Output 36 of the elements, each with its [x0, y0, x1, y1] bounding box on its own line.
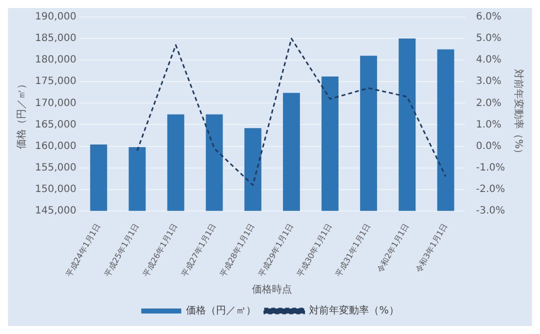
x-tick-label: 令和2年1月1日 [375, 222, 411, 274]
x-tick-label: 平成24年1月1日 [64, 222, 102, 279]
y-axis-title: 価格（円／㎡） [16, 78, 28, 149]
y2-tick-label: -1.0% [476, 162, 505, 174]
y2-tick-label: -2.0% [476, 184, 505, 195]
y-tick-label: 160,000 [34, 140, 76, 152]
y2-tick-label: 1.0% [476, 119, 502, 130]
line-series [136, 38, 446, 186]
legend-label: 価格（円／㎡） [186, 304, 256, 317]
x-tick-label: 平成28年1月1日 [218, 222, 256, 279]
x-tick-label: 平成27年1月1日 [180, 222, 218, 279]
y2-tick-label: -3.0% [476, 206, 505, 217]
x-tick-label: 平成31年1月1日 [334, 222, 372, 279]
y2-tick-label: 3.0% [476, 76, 502, 88]
y2-axis-title: 対前年変動率（%） [512, 69, 524, 159]
y-tick-label: 175,000 [34, 76, 76, 88]
y-tick-label: 155,000 [34, 162, 76, 174]
y-tick-label: 190,000 [34, 12, 76, 23]
y-tick-label: 170,000 [34, 98, 76, 109]
x-tick-label: 平成29年1月1日 [257, 222, 295, 279]
x-tick-label: 平成26年1月1日 [141, 222, 180, 279]
y2-tick-label: 5.0% [476, 33, 502, 44]
y-tick-label: 185,000 [34, 33, 76, 44]
x-axis-title: 価格時点 [252, 284, 292, 296]
legend-label: 対前年変動率（%） [309, 304, 399, 317]
x-tick-label: 平成30年1月1日 [296, 222, 334, 279]
y-tick-label: 145,000 [34, 206, 76, 217]
y2-tick-label: 6.0% [476, 12, 502, 23]
y2-tick-label: 2.0% [476, 98, 502, 109]
x-tick-label: 平成25年1月1日 [102, 222, 141, 279]
y-tick-label: 180,000 [34, 54, 76, 66]
y-tick-label: 165,000 [34, 119, 76, 130]
x-tick-label: 令和3年1月1日 [414, 222, 450, 274]
y2-tick-label: 0.0% [476, 140, 502, 152]
y2-tick-label: 4.0% [476, 54, 502, 66]
y-tick-label: 150,000 [34, 184, 76, 195]
